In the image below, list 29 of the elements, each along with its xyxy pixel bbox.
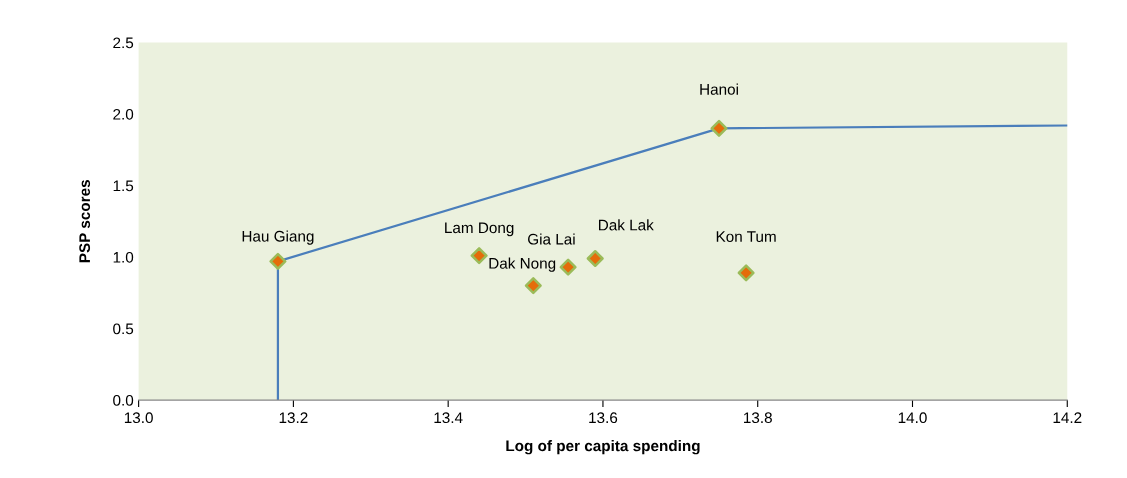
y-tick-label: 2.0 <box>113 108 134 120</box>
annotation: Hanoi <box>700 83 738 95</box>
x-tick-label: 13.2 <box>279 412 308 424</box>
point <box>470 247 488 265</box>
x-tick-label: 13.4 <box>434 412 463 424</box>
y-tick-label: 0.0 <box>113 394 134 406</box>
annotation: Dak Nong <box>489 257 556 272</box>
x-tick-label: 14.2 <box>1053 412 1082 423</box>
point <box>559 258 577 276</box>
annotation: Gia Lai <box>528 233 575 245</box>
point <box>269 252 287 270</box>
point <box>737 264 755 282</box>
point <box>710 119 728 137</box>
x-tick-label: 13.8 <box>744 412 772 424</box>
y-axis-title: PSP scores <box>79 180 91 263</box>
x-tick-label: 13.6 <box>589 412 618 424</box>
point <box>586 249 604 268</box>
annotation: Dak Lak <box>598 219 654 231</box>
annotation: Hau Giang <box>242 230 314 245</box>
annotation: Lam Dong <box>445 222 514 237</box>
y-tick-label: 2.5 <box>113 37 134 49</box>
x-tick-label: 14.0 <box>898 412 927 424</box>
annotation: Kon Tum <box>716 231 776 242</box>
x-axis-title: Log of per capita spending <box>506 440 700 455</box>
y-tick-label: 1.5 <box>113 180 134 192</box>
point <box>524 277 542 295</box>
y-tick-label: 1.0 <box>113 251 134 263</box>
y-tick-label: 0.5 <box>113 323 134 335</box>
x-tick-label: 13.0 <box>124 412 153 424</box>
